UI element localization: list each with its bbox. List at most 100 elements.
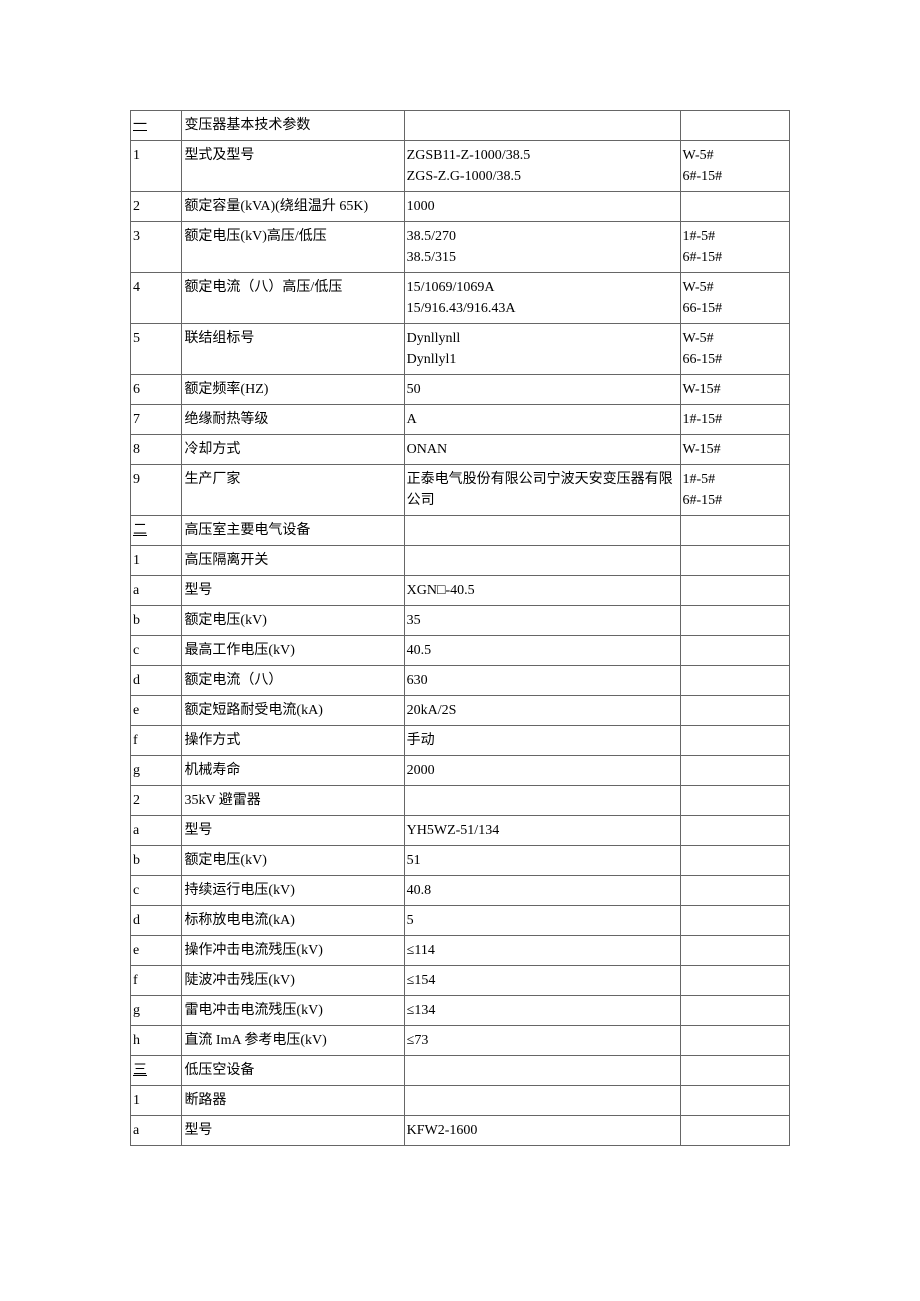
param-name: 额定频率(HZ)	[182, 375, 404, 405]
row-index: h	[131, 1026, 182, 1056]
param-name: 型号	[182, 816, 404, 846]
param-value	[404, 111, 680, 141]
table-row: c持续运行电压(kV)40.8	[131, 876, 790, 906]
param-name: 生产厂家	[182, 465, 404, 516]
param-note	[680, 936, 789, 966]
param-note: 1#-5#6#-15#	[680, 465, 789, 516]
table-row: 3额定电压(kV)高压/低压38.5/27038.5/3151#-5#6#-15…	[131, 222, 790, 273]
param-name: 陡波冲击残压(kV)	[182, 966, 404, 996]
row-index: b	[131, 606, 182, 636]
param-name: 标称放电电流(kA)	[182, 906, 404, 936]
param-value: 1000	[404, 192, 680, 222]
table-row: b额定电压(kV)35	[131, 606, 790, 636]
param-value: ≤73	[404, 1026, 680, 1056]
param-name: 最高工作电压(kV)	[182, 636, 404, 666]
row-index: e	[131, 936, 182, 966]
param-value: XGN□-40.5	[404, 576, 680, 606]
param-value: 35	[404, 606, 680, 636]
param-name: 操作方式	[182, 726, 404, 756]
table-row: 6额定频率(HZ)50W-15#	[131, 375, 790, 405]
param-value: 50	[404, 375, 680, 405]
param-name: 额定电压(kV)高压/低压	[182, 222, 404, 273]
param-value	[404, 786, 680, 816]
table-row: g机械寿命2000	[131, 756, 790, 786]
table-row: 三低压空设备	[131, 1056, 790, 1086]
param-value: 5	[404, 906, 680, 936]
row-index: 二	[131, 516, 182, 546]
table-row: 二高压室主要电气设备	[131, 516, 790, 546]
row-index: f	[131, 966, 182, 996]
table-row: g雷电冲击电流残压(kV)≤134	[131, 996, 790, 1026]
param-name: 联结组标号	[182, 324, 404, 375]
row-index: b	[131, 846, 182, 876]
row-index: c	[131, 876, 182, 906]
param-note	[680, 576, 789, 606]
row-index: 7	[131, 405, 182, 435]
param-note: W-5#66-15#	[680, 273, 789, 324]
param-value: A	[404, 405, 680, 435]
param-note	[680, 966, 789, 996]
row-index: 2	[131, 192, 182, 222]
param-name: 操作冲击电流残压(kV)	[182, 936, 404, 966]
param-value: 15/1069/1069A15/916.43/916.43A	[404, 273, 680, 324]
param-note	[680, 516, 789, 546]
table-row: 4额定电流（八）高压/低压15/1069/1069A15/916.43/916.…	[131, 273, 790, 324]
table-row: f操作方式手动	[131, 726, 790, 756]
table-row: 2额定容量(kVA)(绕组温升 65K)1000	[131, 192, 790, 222]
table-row: 1型式及型号ZGSB11-Z-1000/38.5ZGS-Z.G-1000/38.…	[131, 141, 790, 192]
row-index: 8	[131, 435, 182, 465]
param-name: 高压室主要电气设备	[182, 516, 404, 546]
param-value: ≤114	[404, 936, 680, 966]
row-index: 2	[131, 786, 182, 816]
param-value	[404, 546, 680, 576]
param-value: KFW2-1600	[404, 1116, 680, 1146]
param-note	[680, 636, 789, 666]
param-name: 机械寿命	[182, 756, 404, 786]
param-name: 变压器基本技术参数	[182, 111, 404, 141]
param-note	[680, 876, 789, 906]
param-note	[680, 1086, 789, 1116]
param-note	[680, 192, 789, 222]
row-index: e	[131, 696, 182, 726]
param-value	[404, 1056, 680, 1086]
param-value: 40.5	[404, 636, 680, 666]
param-note	[680, 1116, 789, 1146]
param-note	[680, 666, 789, 696]
row-index: 5	[131, 324, 182, 375]
table-row: 5联结组标号DynllynllDynllyl1W-5#66-15#	[131, 324, 790, 375]
param-name: 型号	[182, 1116, 404, 1146]
param-note	[680, 726, 789, 756]
param-name: 持续运行电压(kV)	[182, 876, 404, 906]
param-note: W-15#	[680, 375, 789, 405]
document-page: 一变压器基本技术参数1型式及型号ZGSB11-Z-1000/38.5ZGS-Z.…	[0, 0, 920, 1246]
param-value	[404, 1086, 680, 1116]
table-row: h直流 ImA 参考电压(kV)≤73	[131, 1026, 790, 1056]
param-value: ONAN	[404, 435, 680, 465]
param-note	[680, 756, 789, 786]
table-row: a型号KFW2-1600	[131, 1116, 790, 1146]
param-name: 低压空设备	[182, 1056, 404, 1086]
param-value: 正泰电气股份有限公司宁波天安变压器有限公司	[404, 465, 680, 516]
row-index: f	[131, 726, 182, 756]
table-row: 1高压隔离开关	[131, 546, 790, 576]
row-index: 3	[131, 222, 182, 273]
spec-table: 一变压器基本技术参数1型式及型号ZGSB11-Z-1000/38.5ZGS-Z.…	[130, 110, 790, 1146]
table-row: 8冷却方式ONANW-15#	[131, 435, 790, 465]
table-row: 7绝缘耐热等级A1#-15#	[131, 405, 790, 435]
param-name: 断路器	[182, 1086, 404, 1116]
param-value: 38.5/27038.5/315	[404, 222, 680, 273]
table-row: f陡波冲击残压(kV)≤154	[131, 966, 790, 996]
param-note: 1#-15#	[680, 405, 789, 435]
table-row: a型号XGN□-40.5	[131, 576, 790, 606]
param-value: 2000	[404, 756, 680, 786]
param-note	[680, 906, 789, 936]
table-row: d额定电流（八）630	[131, 666, 790, 696]
param-value: DynllynllDynllyl1	[404, 324, 680, 375]
param-value: 630	[404, 666, 680, 696]
param-note: 1#-5#6#-15#	[680, 222, 789, 273]
param-note	[680, 111, 789, 141]
row-index: 一	[131, 111, 182, 141]
param-note	[680, 816, 789, 846]
row-index: 4	[131, 273, 182, 324]
param-note	[680, 996, 789, 1026]
